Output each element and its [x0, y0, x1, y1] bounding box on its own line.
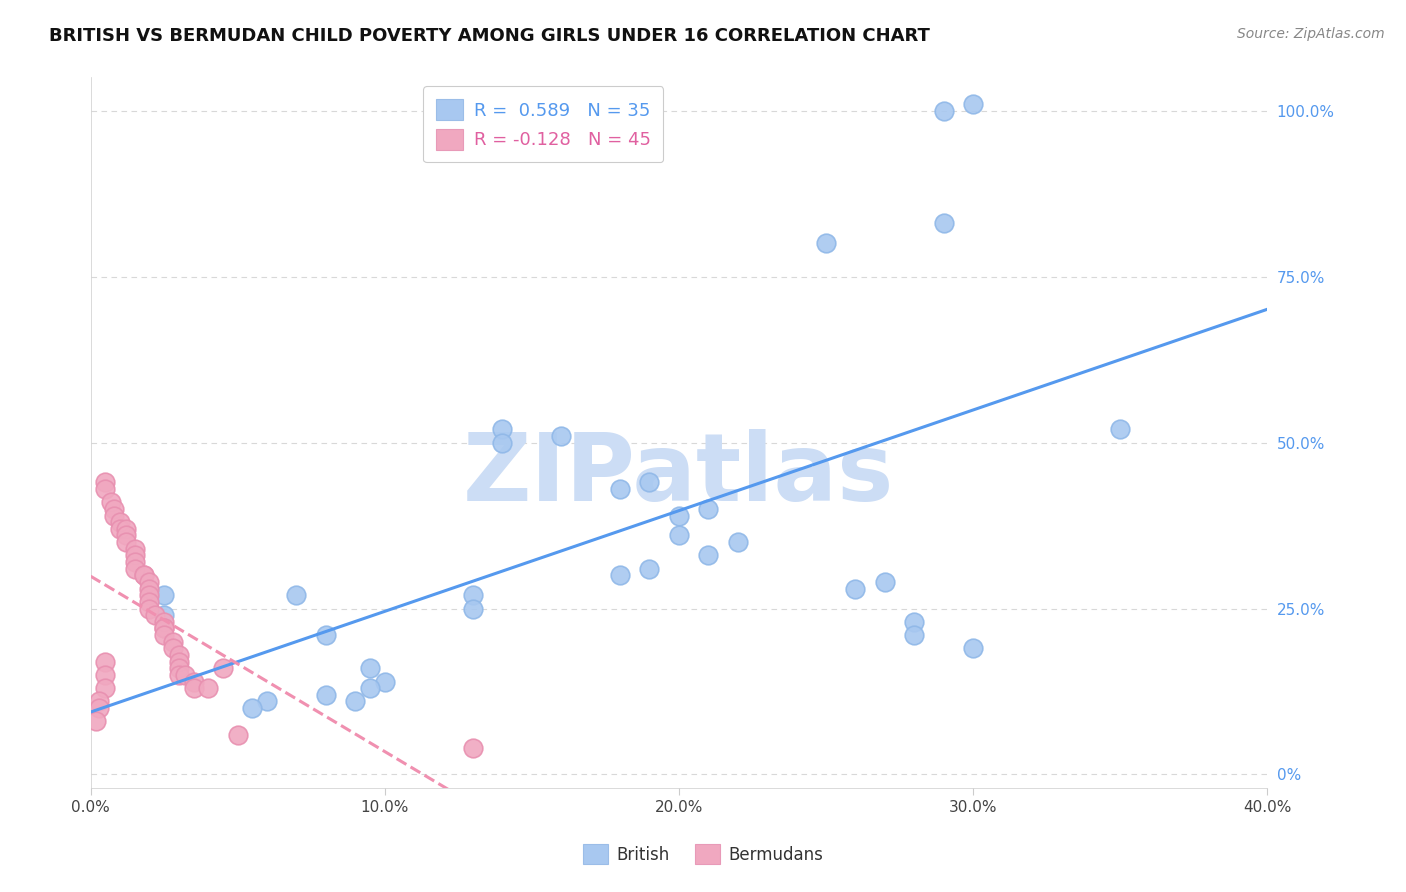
- Text: BRITISH VS BERMUDAN CHILD POVERTY AMONG GIRLS UNDER 16 CORRELATION CHART: BRITISH VS BERMUDAN CHILD POVERTY AMONG …: [49, 27, 931, 45]
- Point: [668, 508, 690, 523]
- Point: [226, 728, 249, 742]
- Point: [491, 422, 513, 436]
- Point: [903, 628, 925, 642]
- Point: [932, 103, 955, 118]
- Point: [962, 641, 984, 656]
- Point: [153, 608, 176, 623]
- Point: [873, 574, 896, 589]
- Point: [153, 622, 176, 636]
- Point: [167, 655, 190, 669]
- Point: [115, 522, 138, 536]
- Point: [359, 661, 381, 675]
- Point: [183, 674, 205, 689]
- Point: [138, 588, 160, 602]
- Point: [903, 615, 925, 629]
- Point: [727, 535, 749, 549]
- Point: [697, 549, 720, 563]
- Point: [124, 562, 146, 576]
- Point: [86, 714, 108, 729]
- Point: [89, 694, 111, 708]
- Point: [609, 482, 631, 496]
- Point: [124, 555, 146, 569]
- Point: [115, 528, 138, 542]
- Text: Source: ZipAtlas.com: Source: ZipAtlas.com: [1237, 27, 1385, 41]
- Point: [162, 641, 184, 656]
- Point: [94, 482, 117, 496]
- Point: [844, 582, 866, 596]
- Point: [153, 622, 176, 636]
- Point: [94, 668, 117, 682]
- Point: [167, 648, 190, 662]
- Point: [256, 694, 278, 708]
- Legend: R =  0.589   N = 35, R = -0.128   N = 45: R = 0.589 N = 35, R = -0.128 N = 45: [423, 87, 664, 162]
- Point: [183, 681, 205, 695]
- Point: [138, 574, 160, 589]
- Point: [89, 701, 111, 715]
- Point: [344, 694, 367, 708]
- Point: [1109, 422, 1132, 436]
- Point: [173, 668, 195, 682]
- Point: [167, 661, 190, 675]
- Point: [132, 568, 155, 582]
- Point: [315, 688, 337, 702]
- Point: [124, 541, 146, 556]
- Point: [638, 475, 661, 490]
- Point: [550, 429, 572, 443]
- Point: [167, 668, 190, 682]
- Point: [132, 568, 155, 582]
- Point: [162, 634, 184, 648]
- Point: [143, 608, 166, 623]
- Point: [461, 601, 484, 615]
- Point: [962, 97, 984, 112]
- Point: [115, 535, 138, 549]
- Point: [240, 701, 263, 715]
- Point: [138, 595, 160, 609]
- Point: [138, 601, 160, 615]
- Point: [153, 615, 176, 629]
- Point: [108, 515, 131, 529]
- Point: [374, 674, 396, 689]
- Point: [212, 661, 235, 675]
- Point: [315, 628, 337, 642]
- Point: [94, 655, 117, 669]
- Point: [103, 508, 125, 523]
- Point: [932, 217, 955, 231]
- Point: [103, 502, 125, 516]
- Point: [609, 568, 631, 582]
- Point: [197, 681, 219, 695]
- Point: [359, 681, 381, 695]
- Point: [138, 582, 160, 596]
- Point: [285, 588, 308, 602]
- Point: [153, 628, 176, 642]
- Point: [638, 562, 661, 576]
- Point: [461, 588, 484, 602]
- Point: [668, 528, 690, 542]
- Point: [108, 522, 131, 536]
- Legend: British, Bermudans: British, Bermudans: [576, 838, 830, 871]
- Point: [697, 502, 720, 516]
- Point: [153, 588, 176, 602]
- Point: [94, 475, 117, 490]
- Point: [814, 236, 837, 251]
- Point: [124, 549, 146, 563]
- Point: [491, 435, 513, 450]
- Point: [100, 495, 122, 509]
- Point: [461, 740, 484, 755]
- Text: ZIPatlas: ZIPatlas: [463, 429, 894, 521]
- Point: [94, 681, 117, 695]
